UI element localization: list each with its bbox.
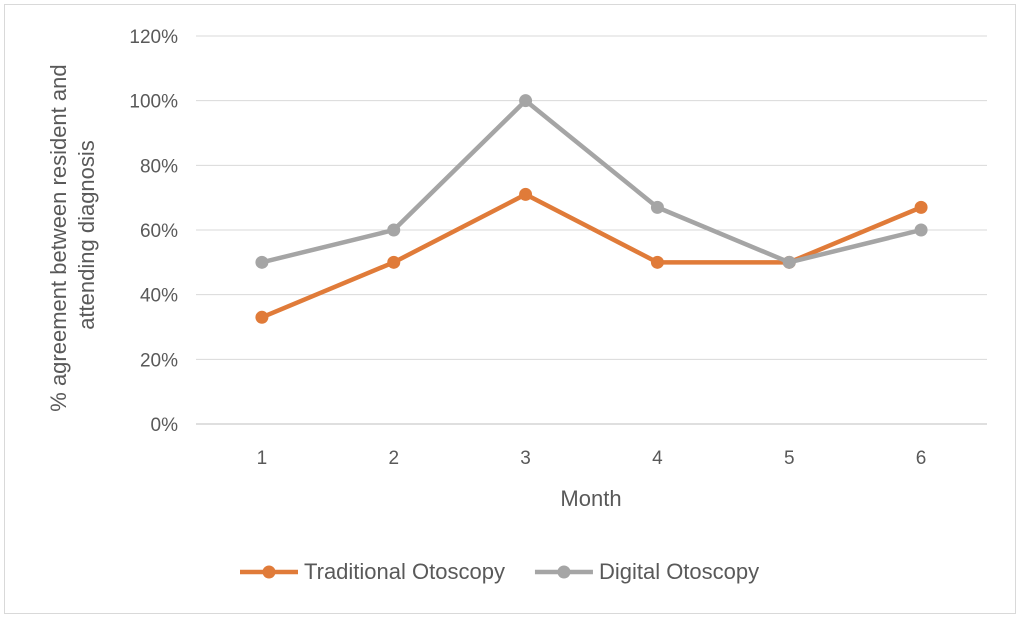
data-point — [519, 94, 533, 108]
y-axis-ticks: 0% 20% 40% 60% 80% 100% 120% — [129, 27, 178, 436]
x-axis-ticks: 1 2 3 4 5 6 — [257, 448, 927, 469]
chart-frame — [4, 4, 1016, 614]
x-tick-label: 4 — [652, 448, 663, 469]
x-tick-label: 1 — [257, 448, 268, 469]
data-point — [650, 255, 664, 269]
data-point — [914, 200, 928, 214]
x-tick-label: 3 — [520, 448, 531, 469]
series-group — [255, 94, 928, 324]
data-point — [387, 255, 401, 269]
y-tick-label: 80% — [140, 156, 178, 177]
legend-marker-1 — [262, 565, 276, 579]
y-tick-label: 100% — [129, 92, 178, 113]
y-tick-label: 0% — [151, 415, 179, 436]
data-point — [519, 187, 533, 201]
legend-label-1: Traditional Otoscopy — [304, 559, 505, 584]
data-point — [255, 310, 269, 324]
y-axis-title-line-1: % agreement between resident and — [46, 64, 71, 411]
legend-marker-2 — [557, 565, 571, 579]
data-point — [914, 223, 928, 237]
y-axis-title: % agreement between resident and attendi… — [46, 58, 99, 411]
x-tick-label: 5 — [784, 448, 795, 469]
data-point — [782, 255, 796, 269]
x-tick-label: 6 — [916, 448, 927, 469]
legend-label-2: Digital Otoscopy — [599, 559, 759, 584]
y-axis-title-line-2: attending diagnosis — [74, 140, 99, 330]
data-point — [387, 223, 401, 237]
x-tick-label: 2 — [388, 448, 399, 469]
y-tick-label: 20% — [140, 350, 178, 371]
y-tick-label: 120% — [129, 27, 178, 48]
series-line-2 — [259, 98, 924, 265]
legend: Traditional Otoscopy Digital Otoscopy — [240, 559, 759, 584]
data-point — [650, 200, 664, 214]
data-point — [255, 255, 269, 269]
gridlines — [196, 35, 987, 425]
y-tick-label: 60% — [140, 221, 178, 242]
x-axis-title: Month — [560, 486, 621, 511]
y-tick-label: 40% — [140, 286, 178, 307]
series-line-1 — [259, 192, 924, 320]
